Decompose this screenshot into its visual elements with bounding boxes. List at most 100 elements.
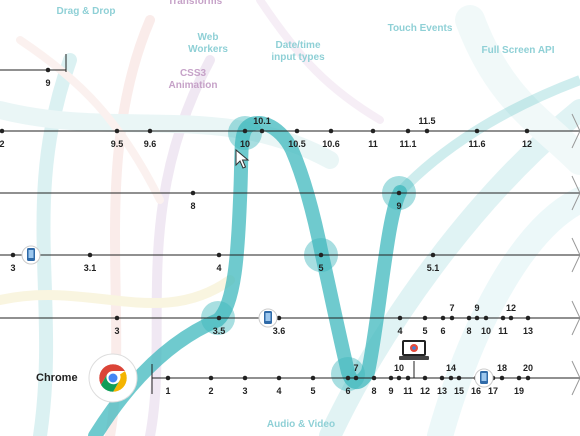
version-label[interactable]: 10.6	[322, 139, 340, 149]
version-label[interactable]: 8	[371, 386, 376, 396]
version-label[interactable]: 11	[368, 139, 378, 149]
version-marker[interactable]	[524, 128, 530, 134]
version-label[interactable]: 18	[497, 363, 507, 373]
version-marker[interactable]	[242, 128, 248, 134]
version-marker[interactable]	[508, 315, 514, 321]
version-marker[interactable]	[87, 252, 93, 258]
version-label[interactable]: 7	[353, 363, 358, 373]
version-label[interactable]: 12	[420, 386, 430, 396]
version-label[interactable]: 5	[422, 326, 427, 336]
version-label[interactable]: 7	[449, 303, 454, 313]
version-label[interactable]: 5	[318, 263, 323, 273]
version-marker[interactable]	[371, 375, 377, 381]
version-label[interactable]: 11.1	[399, 139, 416, 149]
version-label[interactable]: 11	[498, 326, 508, 336]
version-label[interactable]: 11.5	[418, 116, 435, 126]
version-marker[interactable]	[449, 315, 455, 321]
version-label[interactable]: 3	[10, 263, 15, 273]
version-label[interactable]: 11.6	[468, 139, 485, 149]
version-marker[interactable]	[328, 128, 334, 134]
version-label[interactable]: 20	[523, 363, 533, 373]
version-label[interactable]: 13	[523, 326, 533, 336]
version-marker[interactable]	[466, 315, 472, 321]
version-marker[interactable]	[474, 128, 480, 134]
version-label[interactable]: 3.1	[84, 263, 97, 273]
version-marker[interactable]	[516, 375, 522, 381]
version-marker[interactable]	[405, 375, 411, 381]
version-marker[interactable]	[405, 128, 411, 134]
version-label[interactable]: 16	[471, 386, 481, 396]
version-marker[interactable]	[276, 375, 282, 381]
mobile-device-icon[interactable]	[474, 368, 494, 388]
version-label[interactable]: 3	[242, 386, 247, 396]
feature-label-transforms[interactable]: Transforms	[167, 0, 223, 7]
version-marker[interactable]	[216, 315, 222, 321]
version-label[interactable]: 4	[216, 263, 221, 273]
version-marker[interactable]	[165, 375, 171, 381]
version-label[interactable]: 9	[388, 386, 393, 396]
version-marker[interactable]	[370, 128, 376, 134]
version-marker[interactable]	[242, 375, 248, 381]
version-label[interactable]: 4	[276, 386, 281, 396]
version-label[interactable]: 10.1	[253, 116, 271, 126]
feature-label-touch-events[interactable]: Touch Events	[387, 23, 453, 34]
version-label[interactable]: 9.6	[144, 139, 157, 149]
version-label[interactable]: 8	[190, 201, 195, 211]
mobile-device-icon[interactable]	[21, 245, 41, 265]
version-marker[interactable]	[474, 315, 480, 321]
version-marker[interactable]	[276, 315, 282, 321]
version-label[interactable]: 11	[403, 386, 413, 396]
laptop-icon[interactable]	[399, 340, 429, 378]
version-marker[interactable]	[422, 375, 428, 381]
version-marker[interactable]	[439, 375, 445, 381]
version-marker[interactable]	[483, 315, 489, 321]
version-label[interactable]: 4	[397, 326, 402, 336]
version-marker[interactable]	[388, 375, 394, 381]
version-label[interactable]: 6	[345, 386, 350, 396]
version-label[interactable]: 1	[165, 386, 170, 396]
version-marker[interactable]	[10, 252, 16, 258]
version-label[interactable]: 17	[488, 386, 498, 396]
version-label[interactable]: 10.5	[288, 139, 306, 149]
version-marker[interactable]	[259, 128, 265, 134]
version-marker[interactable]	[345, 375, 351, 381]
version-label[interactable]: 10	[394, 363, 404, 373]
version-label[interactable]: 3.5	[213, 326, 226, 336]
version-marker[interactable]	[114, 315, 120, 321]
version-label[interactable]: 9	[45, 78, 50, 88]
feature-label-css3-animation[interactable]: CSS3 Animation	[168, 68, 218, 91]
version-marker[interactable]	[216, 252, 222, 258]
feature-label-audio-video[interactable]: Audio & Video	[266, 419, 336, 430]
version-label[interactable]: 9	[396, 201, 401, 211]
version-marker[interactable]	[114, 128, 120, 134]
version-label[interactable]: 8	[466, 326, 471, 336]
version-label[interactable]: 2	[0, 139, 5, 149]
version-label[interactable]: 6	[440, 326, 445, 336]
version-marker[interactable]	[430, 252, 436, 258]
version-label[interactable]: 5.1	[427, 263, 440, 273]
version-label[interactable]: 2	[208, 386, 213, 396]
version-marker[interactable]	[208, 375, 214, 381]
version-label[interactable]: 19	[514, 386, 524, 396]
version-label[interactable]: 10	[481, 326, 491, 336]
version-marker[interactable]	[456, 375, 462, 381]
browser-label-chrome[interactable]: Chrome	[36, 372, 78, 384]
version-marker[interactable]	[525, 315, 531, 321]
version-marker[interactable]	[440, 315, 446, 321]
feature-label-full-screen[interactable]: Full Screen API	[481, 45, 555, 56]
version-marker[interactable]	[500, 315, 506, 321]
version-label[interactable]: 9.5	[111, 139, 124, 149]
version-marker[interactable]	[424, 128, 430, 134]
version-marker[interactable]	[396, 375, 402, 381]
version-marker[interactable]	[422, 315, 428, 321]
version-label[interactable]: 12	[522, 139, 532, 149]
version-marker[interactable]	[294, 128, 300, 134]
version-marker[interactable]	[147, 128, 153, 134]
version-label[interactable]: 13	[437, 386, 447, 396]
version-marker[interactable]	[499, 375, 505, 381]
version-label[interactable]: 9	[474, 303, 479, 313]
version-label[interactable]: 10	[240, 139, 250, 149]
version-label[interactable]: 12	[506, 303, 516, 313]
version-marker[interactable]	[0, 128, 5, 134]
version-marker[interactable]	[448, 375, 454, 381]
